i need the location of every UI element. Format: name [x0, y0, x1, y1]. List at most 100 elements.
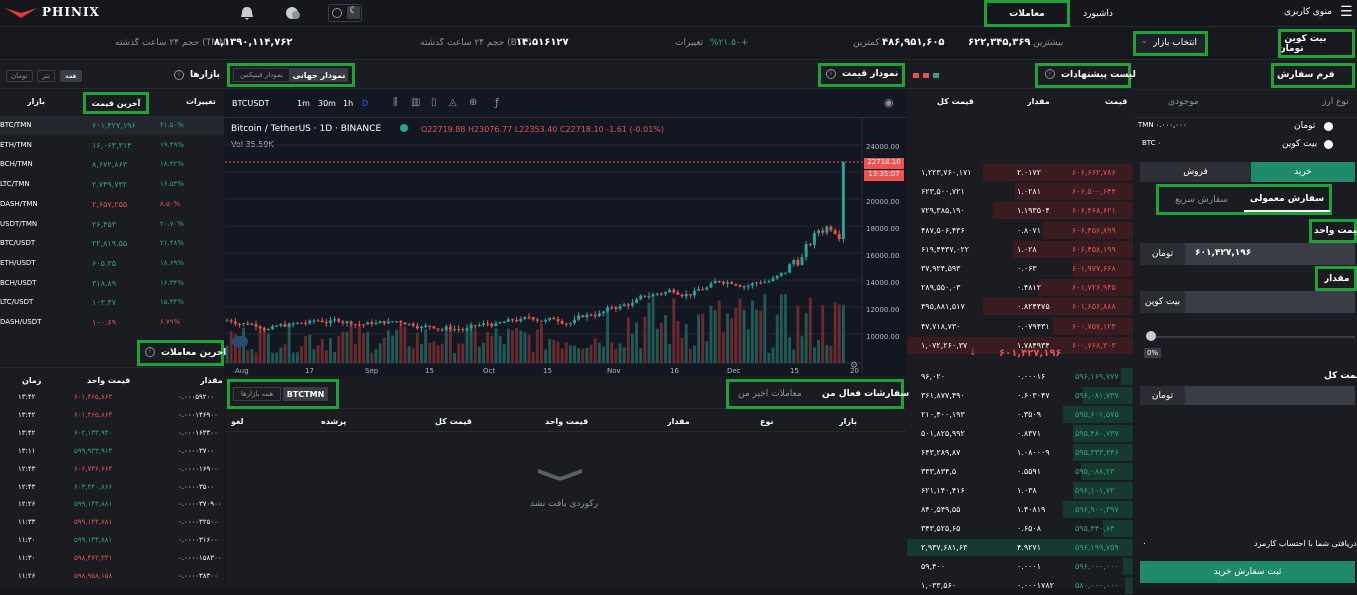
market-row[interactable]: ۶.۷۹% ۱۰۰.۶۹ DASH/USDT — [0, 313, 224, 332]
filter-toman[interactable]: تومان — [6, 70, 33, 82]
submit-buy-button[interactable]: ثبت سفارش خرید — [1140, 561, 1355, 583]
fx-icon[interactable]: ƒ — [495, 96, 499, 109]
bid-row[interactable]: ۵۹۵,۳۳۳,۳۴۶ ۱.۰۸۰۰۰۹ ۶۴۳,۲۸۹,۸۷ — [907, 443, 1133, 462]
filter-all[interactable]: همه — [60, 70, 82, 82]
hollow-candle-icon[interactable]: ▯ — [431, 97, 437, 108]
bid-row[interactable]: ۵۹۵,۴۴۰,۶۴ ۰.۶۵۰۸ ۳۴۳,۵۲۵,۶۵ — [907, 519, 1133, 538]
interval-1h[interactable]: 1h — [343, 99, 354, 108]
tab-active-orders[interactable]: سفارشات فعال من — [822, 389, 910, 399]
nav-dashboard[interactable]: داشبورد — [1083, 8, 1113, 19]
indicators-icon[interactable]: ⊕ — [469, 97, 478, 108]
candle-body — [415, 325, 419, 329]
market-select[interactable]: ⌄ انتخاب بازار — [1133, 31, 1208, 56]
market-row[interactable]: ۲۱.۴۸% ۲۲,۸۱۹.۵۵ BTC/USDT — [0, 234, 224, 253]
candle-body — [320, 320, 324, 323]
ask-row[interactable]: ۶۰۱,۹۷۷,۶۶۸ ۰.۰۶۳ ۳۷,۹۲۴,۵۹۳ — [907, 259, 1133, 278]
filter-usdt[interactable]: تتر — [37, 70, 55, 82]
candle-body — [258, 326, 262, 329]
bid-row[interactable]: ۵۹۵,۶۰۱,۵۷۵ ۰.۳۵۰۹ ۲۱۰,۴۰۰,۱۹۳ — [907, 405, 1133, 424]
bid-row[interactable]: ۵۸۰,۰۰۰,۰۰۰ ۰.۰۰۰۱۷۸۲ ۱,۰۳۳,۵۶۰ — [907, 576, 1133, 595]
my-orders-tabs: سفارشات فعال من معاملات اخیر من — [726, 379, 909, 409]
total-input[interactable]: تومان — [1140, 386, 1355, 405]
trade-amount: ۰.۰۰۰۵۹۲۰۰ — [178, 393, 215, 401]
interval-1m[interactable]: 1m — [297, 99, 310, 108]
buy-tab[interactable]: خرید — [1251, 162, 1355, 182]
candlestick-plot[interactable]: 24000.0022000.0020000.0018000.0016000.00… — [225, 118, 906, 375]
book-view-asks-icon[interactable] — [923, 73, 929, 78]
ask-row[interactable]: ۶۰۶,۴۶۸,۶۲۱ ۱.۱۹۳۵۰۴ ۷۲۹,۳۸۵,۱۹۰ — [907, 201, 1133, 220]
bid-row[interactable]: ۵۹۶,۱۹۹,۷۵۹ ۴.۹۲۷۱ ۲,۹۳۷,۶۸۱,۶۳ — [907, 538, 1133, 557]
candle-body — [357, 324, 361, 326]
bid-row[interactable]: ۵۹۵,۴۸۰,۷۳۷ ۰.۸۳۷۱ ۵۰۱,۸۲۵,۹۹۲ — [907, 424, 1133, 443]
ask-row[interactable]: ۶۰۱,۶۵۶,۸۸۸ ۰.۸۲۴۴۷۵ ۴۹۵,۸۸۱,۵۱۷ — [907, 297, 1133, 316]
trade-price: ۶۰۲,۱۳۳,۹۴۰ — [74, 428, 113, 437]
bid-row[interactable]: ۵۹۶,۱۰۱,۷۲ ۱.۰۳۸ ۶۲۱,۱۴۰,۴۱۶ — [907, 481, 1133, 500]
chat-icon[interactable] — [284, 5, 302, 21]
market-row[interactable]: ۲۱.۵۰% ۶۰۱,۴۲۷,۱۹۶ BTC/TMN — [0, 116, 224, 135]
tab-global-chart[interactable]: نمودار جهانی — [290, 68, 348, 82]
area-style-icon[interactable]: ◬ — [449, 97, 457, 108]
book-view-both-icon[interactable] — [933, 73, 939, 78]
trade-time: ۱۱:۳۰ — [18, 536, 36, 545]
market-row[interactable]: ۱۵.۴۴% ۱۰۳.۳۷ LTC/USDT — [0, 293, 224, 312]
book-view-bids-icon[interactable] — [913, 73, 919, 78]
amount-input[interactable]: بیت کوین — [1140, 291, 1355, 313]
settings-gear-icon[interactable]: ⚙ — [850, 361, 859, 371]
market-last-price: ۲,۶۵۷,۲۵۵ — [92, 199, 128, 209]
chart-header: نمودار جهانی نمودار فینیکس i نمودار قیمت — [225, 61, 906, 89]
bid-row[interactable]: ۵۹۶,۹۰۰,۳۹۷ ۱.۴۰۸۱۹ ۸۴۰,۵۴۹,۵۵ — [907, 500, 1133, 519]
mk-col-last-box: آخرین قیمت — [83, 92, 149, 114]
tab-recent-trades[interactable]: معاملات اخیر من — [738, 389, 802, 399]
candle-body — [560, 321, 564, 324]
interval-30m[interactable]: 30m — [318, 99, 336, 108]
unit-price-input[interactable]: تومان ۶۰۱,۴۲۷,۱۹۶ — [1140, 243, 1355, 265]
market-row[interactable]: ۲۰.۷۰% ۲۶,۴۵۳ USDT/TMN — [0, 215, 224, 234]
market-pair: DASH/USDT — [0, 318, 42, 326]
bid-row[interactable]: ۵۹۶,۰۸۱,۷۳۷ ۰.۶۰۳۰۴۷ ۳۶۱,۸۷۷,۴۹۰ — [907, 386, 1133, 405]
chip-all-markets[interactable]: همه بازارها — [233, 387, 281, 401]
bid-row[interactable]: ۵۹۵,۰۸۸,۲۳ ۰.۵۵۹۱ ۳۳۳,۸۳۴,۵ — [907, 462, 1133, 481]
ask-row[interactable]: ۶۰۰,۷۵۷,۱۲۴ ۰.۰۷۹۴۳۱ ۴۷,۷۱۸,۷۳۰ — [907, 317, 1133, 336]
bid-row[interactable]: ۵۹۶,۱۶۹,۷۷۷ ۰.۰۰۰۱۶ ۹۶,۰۲۰ — [907, 367, 1133, 386]
market-row[interactable]: ۱۸.۳۲% ۸,۶۷۲,۸۶۳ BCH/TMN — [0, 155, 224, 174]
tab-phinix-chart[interactable]: نمودار فینیکس — [233, 68, 290, 82]
ask-row[interactable]: ۶۰۰,۷۶۸,۳۰۳ ۱.۷۸۴۹۳۴ ۱,۰۷۲,۲۶۰,۳۷ — [907, 336, 1133, 355]
theme-toggle[interactable]: ☾ — [328, 4, 362, 22]
candle-style-icon[interactable]: ▥ — [411, 97, 421, 108]
candle-body — [767, 281, 771, 283]
bell-icon[interactable] — [238, 5, 256, 21]
hamburger-icon[interactable]: ☰ — [1340, 4, 1353, 20]
market-row[interactable]: ۱۶.۵۳% ۲,۷۴۹,۷۳۲ LTC/TMN — [0, 175, 224, 194]
ask-row[interactable]: ۶۰۶,۴۵۸,۱۹۹ ۱.۰۲۸ ۶۱۹,۴۴۳۷,۰۲۲ — [907, 240, 1133, 259]
ask-row[interactable]: ۶۰۶,۴۵۶,۸۹۹ ۰.۸۰۷۱ ۴۸۷,۵۰۶,۴۳۶ — [907, 221, 1133, 240]
ask-amount: ۱.۷۸۴۹۳۴ — [1017, 340, 1050, 350]
bar-style-icon[interactable]: ⫼ — [393, 97, 398, 108]
bid-row[interactable]: ۵۹۶,۰۰۰,۰۰۰ ۰.۰۰۰۱ ۵۹,۴۰۰ — [907, 557, 1133, 576]
camera-icon[interactable]: ◉ — [884, 96, 894, 109]
market-row[interactable]: ۱۶.۳۴% ۳۱۸.۸۹ BCH/USDT — [0, 274, 224, 293]
btc-radio[interactable] — [1324, 140, 1333, 149]
market-row[interactable]: ۱۸.۶۹% ۶۰۵.۳۵ ETH/USDT — [0, 254, 224, 273]
sell-tab[interactable]: فروش — [1140, 162, 1251, 182]
candle-body — [337, 319, 341, 322]
tab-normal-order[interactable]: سفارش معمولی — [1244, 187, 1330, 212]
market-row[interactable]: ۸.۵۰% ۲,۶۵۷,۲۵۵ DASH/TMN — [0, 195, 224, 214]
interval-d[interactable]: D — [362, 99, 369, 108]
volume-bar — [746, 329, 750, 363]
ask-row[interactable]: ۶۰۶,۶۶۲,۷۸۶ ۲.۰۱۷۲ ۱,۲۲۳,۷۶۰,۱۷۱ — [907, 163, 1133, 182]
toman-radio[interactable] — [1324, 122, 1333, 131]
tab-quick-order[interactable]: سفارش سریع — [1175, 194, 1228, 205]
market-row[interactable]: ۱۹.۴۹% ۱۶,۰۶۳,۳۱۴ ETH/TMN — [0, 136, 224, 155]
tradingview-chart[interactable]: BTCUSDT 1m 30m 1h D ⫼ ▥ ▯ ◬ ⊕ ƒ ◉ Bitcoi… — [225, 90, 906, 375]
amount-slider-handle[interactable] — [1146, 331, 1156, 341]
chip-pair[interactable]: BTCTMN — [283, 387, 328, 401]
nav-trades[interactable]: معاملات — [984, 0, 1070, 27]
volume-bar — [759, 310, 763, 363]
candle-body — [506, 319, 510, 322]
amount-slider-track[interactable] — [1150, 336, 1355, 338]
candle-body — [721, 281, 725, 284]
user-menu-label[interactable]: منوی کاربری — [1284, 7, 1332, 17]
ask-row[interactable]: ۶۰۱,۷۲۶,۹۴۵ ۰.۴۸۱۲ ۲۸۹,۵۵۰,۰۳ — [907, 278, 1133, 297]
ask-row[interactable]: ۶۰۶,۵۰۰,۶۴۴ ۱.۰۲۸۱ ۶۲۳,۵۰۰,۷۲۱ — [907, 182, 1133, 201]
tv-symbol[interactable]: BTCUSDT — [232, 99, 270, 108]
